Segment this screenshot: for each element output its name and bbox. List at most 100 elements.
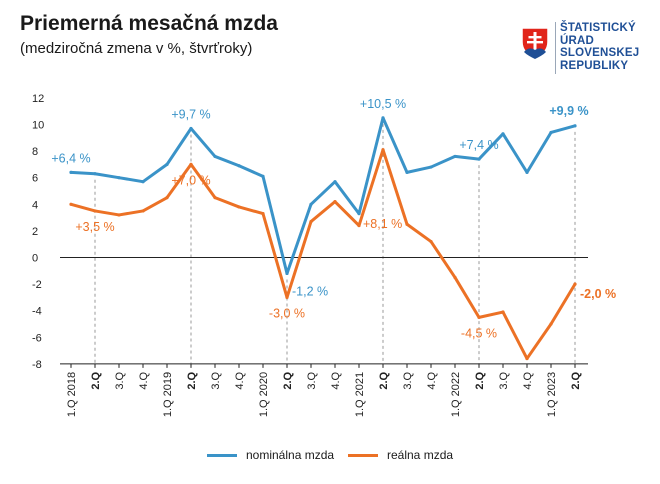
legend-swatch-real <box>348 453 378 457</box>
data-point <box>381 116 385 120</box>
data-label: -3,0 % <box>269 306 305 320</box>
legend-label-nominal: nominálna mzda <box>246 448 335 462</box>
x-tick-label: 4.Q <box>330 371 342 389</box>
legend-swatch-nominal <box>207 453 237 457</box>
x-tick-label: 2.Q <box>378 371 390 389</box>
data-point <box>165 162 169 166</box>
data-point <box>141 180 145 184</box>
x-tick-label: 1.Q 2018 <box>66 372 78 417</box>
y-tick-label: -2 <box>32 279 42 291</box>
x-tick-label: 3.Q <box>210 371 222 389</box>
x-tick-label: 1.Q 2021 <box>354 372 366 417</box>
data-point <box>213 196 217 200</box>
data-point <box>333 200 337 204</box>
chart-title: Priemerná mesačná mzda <box>20 12 278 35</box>
logo-line: REPUBLIKY <box>560 59 629 72</box>
data-point <box>429 165 433 169</box>
data-point <box>525 356 529 361</box>
series-line-0 <box>69 116 577 275</box>
data-point <box>501 310 505 314</box>
data-point <box>189 162 193 166</box>
x-tick-label: 4.Q <box>522 371 534 389</box>
x-tick-label: 2.Q <box>90 371 102 389</box>
data-point <box>213 154 217 159</box>
y-tick-label: 8 <box>32 146 38 158</box>
data-point <box>525 170 529 174</box>
y-tick-label: 6 <box>32 173 38 185</box>
legend-item-nominal: nominálna mzda <box>207 448 334 462</box>
data-label: +10,5 % <box>360 97 406 111</box>
data-point <box>189 126 193 131</box>
data-point <box>93 209 97 213</box>
data-point <box>285 271 289 276</box>
data-point <box>141 209 145 213</box>
x-tick-label: 3.Q <box>498 371 510 389</box>
data-point <box>381 148 385 152</box>
y-tick-label: -4 <box>32 306 42 318</box>
y-tick-label: 4 <box>32 199 38 211</box>
data-point <box>69 202 73 206</box>
y-tick-label: 12 <box>32 93 44 105</box>
x-tick-label: 4.Q <box>138 371 150 389</box>
x-tick-label: 2.Q <box>474 371 486 389</box>
x-tick-label: 2.Q <box>570 371 582 389</box>
x-tick-label: 1.Q 2023 <box>546 372 558 417</box>
legend-label-real: reálna mzda <box>387 448 454 462</box>
data-point <box>117 213 121 217</box>
data-point <box>549 322 553 326</box>
x-tick-label: 3.Q <box>114 371 126 389</box>
y-tick-label: 0 <box>32 253 38 265</box>
data-point <box>549 130 553 135</box>
data-label: -4,5 % <box>461 326 497 340</box>
data-label: -2,0 % <box>580 287 616 301</box>
statistical-office-logo: ŠTATISTICKÝ ÚRAD SLOVENSKEJ REPUBLIKY <box>520 22 650 82</box>
data-point <box>309 202 313 206</box>
x-tick-label: 3.Q <box>402 371 414 389</box>
x-tick-label: 1.Q 2020 <box>258 372 270 417</box>
data-point <box>501 132 505 136</box>
data-point <box>93 172 97 176</box>
data-point <box>357 223 361 228</box>
logo-line: SLOVENSKEJ <box>560 47 640 59</box>
data-point <box>69 170 73 174</box>
data-label: +3,5 % <box>75 220 114 234</box>
data-point <box>453 154 457 159</box>
data-label: +9,9 % <box>549 104 588 118</box>
data-point <box>477 315 481 319</box>
logo-line: ÚRAD <box>560 34 595 47</box>
x-tick-label: 4.Q <box>426 371 438 389</box>
data-point <box>165 196 169 200</box>
data-point <box>477 157 481 161</box>
y-tick-label: 10 <box>32 120 44 132</box>
legend-item-real: reálna mzda <box>348 448 453 462</box>
data-point <box>309 219 313 224</box>
x-tick-label: 1.Q 2019 <box>162 372 174 417</box>
line-chart: 12 10 8 6 4 2 0 -2 -4 -6 -8 1.Q 2018 2.Q 3.Q 4.Q 1.Q 20… <box>32 93 616 417</box>
chart-subtitle: (medziročná zmena v %, štvrťroky) <box>20 40 253 57</box>
data-point <box>333 180 337 184</box>
legend: nominálna mzda reálna mzda <box>0 448 660 468</box>
data-point <box>261 174 265 178</box>
data-point <box>573 282 577 286</box>
x-tick-label: 2.Q <box>282 371 294 389</box>
data-label: +7,4 % <box>459 138 498 152</box>
data-label: -1,2 % <box>292 284 328 298</box>
logo-text: ŠTATISTICKÝ ÚRAD SLOVENSKEJ REPUBLIKY <box>560 22 639 72</box>
series-line-1 <box>69 148 577 361</box>
data-point <box>405 170 409 174</box>
y-tick-label: 2 <box>32 226 38 238</box>
data-point <box>429 239 433 244</box>
data-point <box>453 275 457 280</box>
data-point <box>405 222 409 226</box>
data-point <box>237 164 241 168</box>
data-point <box>117 176 121 180</box>
data-label: +8,1 % <box>363 217 402 231</box>
x-tick-label: 2.Q <box>186 371 198 389</box>
data-label: +9,7 % <box>171 107 210 121</box>
x-tick-label: 1.Q 2022 <box>450 372 462 417</box>
x-tick-label: 4.Q <box>234 371 246 389</box>
data-label: +7,0 % <box>171 173 210 187</box>
logo-line: ŠTATISTICKÝ <box>560 22 636 34</box>
x-tick-label: 3.Q <box>306 371 318 389</box>
data-point <box>261 212 265 216</box>
